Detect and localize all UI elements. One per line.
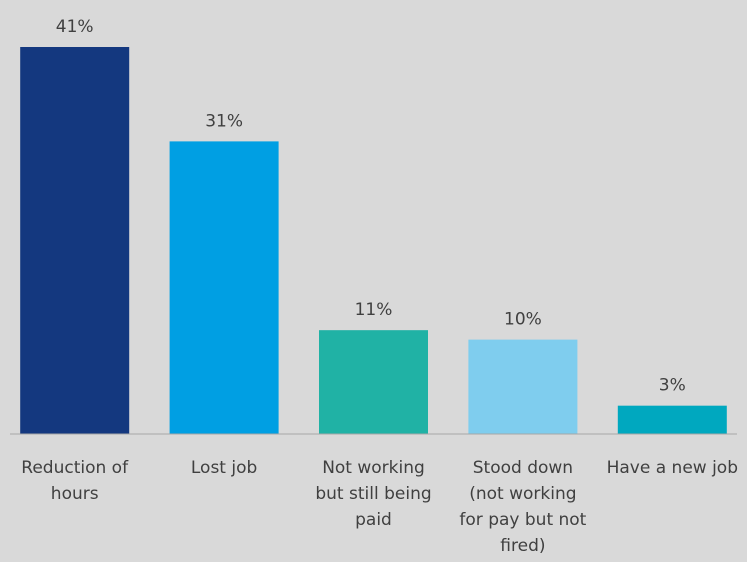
data-label-2: 31%	[205, 111, 243, 131]
category-label-1: Reduction of hours	[21, 458, 129, 504]
bars-group	[20, 47, 727, 434]
category-label-3: Not working but still being paid	[315, 458, 431, 530]
category-label-2: Lost job	[191, 458, 257, 478]
data-label-4: 10%	[504, 310, 542, 330]
category-labels-group: Reduction of hours Lost job Not working but …	[21, 458, 738, 556]
bar-4	[468, 339, 578, 434]
data-label-1: 41%	[56, 17, 94, 37]
category-label-4: Stood down (not working for pay but not fir…	[459, 458, 586, 556]
bar-2	[169, 141, 279, 434]
data-label-5: 3%	[659, 376, 686, 396]
bar-3	[319, 330, 428, 434]
category-label-5: Have a new job	[607, 458, 738, 478]
bar-5	[617, 405, 727, 434]
data-label-3: 11%	[355, 300, 393, 320]
bar-1	[20, 47, 130, 434]
value-labels-group: 41% 31% 11% 10% 3%	[56, 17, 686, 396]
